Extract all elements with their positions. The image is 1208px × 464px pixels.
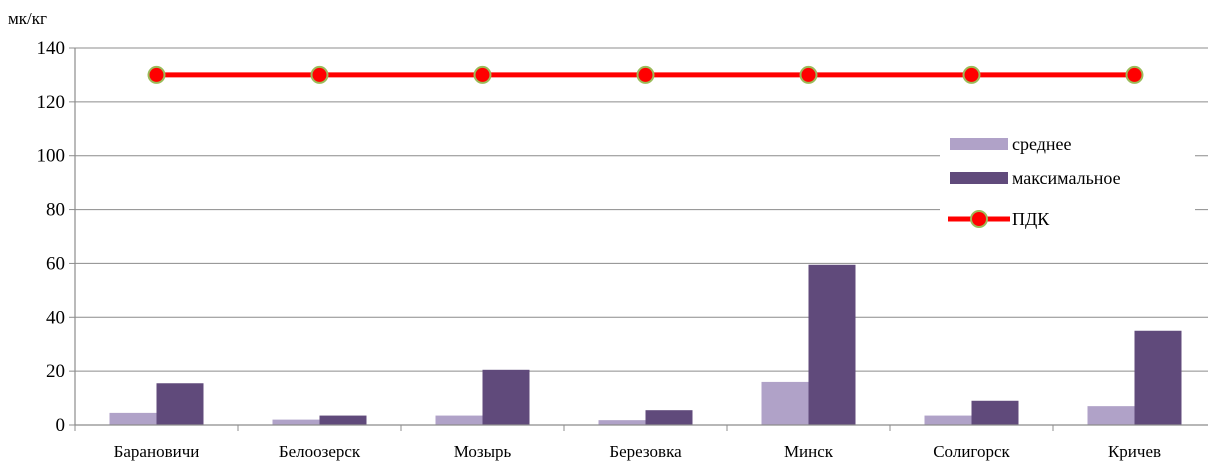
bar-average <box>761 381 809 425</box>
bar-maximum <box>482 369 530 425</box>
pdk-marker <box>799 65 818 84</box>
legend-swatch <box>950 172 1008 184</box>
bars <box>109 264 1182 425</box>
pdk-marker <box>636 65 655 84</box>
y-tick-labels: 0 20 40 60 80 100 120 140 <box>37 38 66 436</box>
x-tick-label: Березовка <box>609 442 682 461</box>
legend-label: ПДК <box>1012 209 1050 229</box>
bar-average <box>109 412 157 425</box>
pdk-marker <box>310 65 329 84</box>
legend-swatch <box>950 138 1008 150</box>
x-tick-label: Барановичи <box>114 442 200 461</box>
bar-maximum <box>156 383 204 425</box>
pdk-marker <box>473 65 492 84</box>
bar-maximum <box>319 415 367 425</box>
pdk-marker <box>962 65 981 84</box>
x-tick-label: Кричев <box>1108 442 1161 461</box>
grid-lines <box>75 47 1208 372</box>
x-tick-label: Белоозерск <box>279 442 361 461</box>
bar-average <box>435 415 483 425</box>
x-tick-label: Мозырь <box>454 442 512 461</box>
bar-average <box>272 419 320 425</box>
y-tick-label: 60 <box>46 253 65 274</box>
y-tick-label: 40 <box>46 307 65 328</box>
axes <box>69 47 1208 431</box>
x-tick-label: Солигорск <box>933 442 1010 461</box>
bar-maximum <box>1134 330 1182 425</box>
y-tick-label: 80 <box>46 200 65 221</box>
x-tick-label: Минск <box>784 442 834 461</box>
x-tick-labels: Барановичи Белоозерск Мозырь Березовка Минск… <box>114 442 1161 461</box>
legend-label: максимальное <box>1012 168 1121 188</box>
bar-maximum <box>808 264 856 425</box>
y-tick-label: 140 <box>37 38 66 59</box>
pdk-marker <box>147 65 166 84</box>
y-tick-label: 0 <box>56 415 66 436</box>
pdk-line-series <box>147 65 1144 84</box>
y-tick-label: 120 <box>37 92 66 113</box>
legend-label: среднее <box>1012 134 1072 154</box>
bar-maximum <box>971 400 1019 425</box>
y-unit-label: мк/кг <box>8 9 47 28</box>
y-tick-label: 20 <box>46 361 65 382</box>
legend-swatch-marker <box>970 210 988 228</box>
pdk-marker <box>1125 65 1144 84</box>
bar-average <box>924 415 972 425</box>
legend: среднее максимальное ПДК <box>940 126 1195 242</box>
bar-maximum <box>645 410 693 425</box>
bar-average <box>1087 406 1135 425</box>
bar-average <box>598 420 646 425</box>
y-tick-label: 100 <box>37 146 66 167</box>
